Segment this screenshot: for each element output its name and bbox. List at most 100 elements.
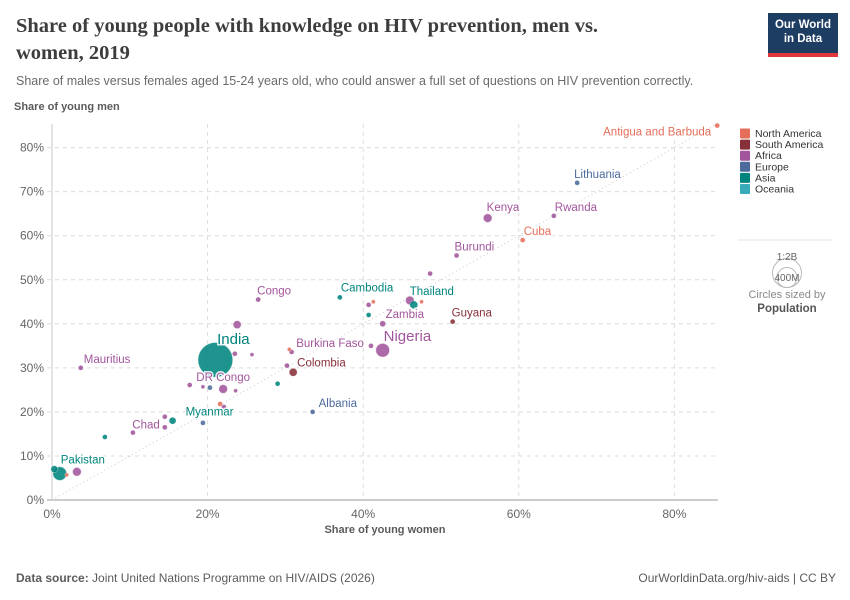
data-point-mauritius[interactable]: [78, 365, 84, 371]
data-point-africa[interactable]: [232, 320, 242, 330]
data-point-north-america[interactable]: [419, 299, 424, 305]
data-point-asia[interactable]: [274, 381, 281, 387]
data-point-africa[interactable]: [221, 404, 227, 410]
data-point-myanmar[interactable]: [168, 417, 177, 425]
country-label-zambia[interactable]: Zambia: [384, 307, 426, 322]
data-point-cambodia[interactable]: [337, 294, 343, 301]
x-tick-label: 40%: [351, 507, 375, 521]
legend-item-south-america[interactable]: South America: [755, 139, 823, 151]
chart-header: Share of young people with knowledge on …: [0, 0, 850, 88]
data-source-text: Joint United Nations Programme on HIV/AI…: [92, 571, 375, 585]
data-point-lithuania[interactable]: [574, 180, 580, 186]
data-point-congo[interactable]: [255, 296, 261, 303]
y-tick-label: 0%: [27, 493, 45, 507]
data-point-africa[interactable]: [233, 388, 238, 394]
citation-link[interactable]: OurWorldinData.org/hiv-aids | CC BY: [638, 571, 836, 585]
data-source-label: Data source:: [16, 571, 89, 585]
legend-swatch-europe: [740, 161, 750, 172]
legend-swatch-south-america: [740, 139, 750, 150]
data-point-europe[interactable]: [200, 420, 206, 426]
data-point-africa[interactable]: [427, 270, 433, 277]
chart-subtitle: Share of males versus females aged 15-24…: [16, 74, 694, 89]
country-label-chad[interactable]: Chad: [131, 418, 162, 433]
country-label-guyana[interactable]: Guyana: [450, 306, 494, 321]
data-point-africa[interactable]: [162, 414, 168, 420]
legend-swatch-asia: [740, 172, 750, 183]
legend-item-africa[interactable]: Africa: [755, 150, 782, 162]
x-axis-title: Share of young women: [324, 524, 445, 536]
country-label-rwanda[interactable]: Rwanda: [553, 200, 599, 215]
country-label-pakistan[interactable]: Pakistan: [59, 453, 106, 468]
data-point-north-america[interactable]: [64, 472, 70, 478]
legend-item-oceania[interactable]: Oceania: [755, 184, 794, 196]
country-label-colombia[interactable]: Colombia: [296, 356, 348, 371]
data-point-antigua-and-barbuda[interactable]: [714, 122, 720, 129]
size-legend-caption: Circles sized by: [748, 289, 826, 301]
data-point-asia[interactable]: [365, 312, 372, 318]
data-point-dr-congo[interactable]: [218, 384, 229, 395]
y-tick-label: 80%: [20, 141, 44, 155]
owid-logo[interactable]: Our World in Data: [767, 13, 838, 57]
country-label-cuba[interactable]: Cuba: [522, 225, 553, 240]
data-point-india[interactable]: [197, 342, 234, 379]
data-point-africa[interactable]: [284, 362, 290, 369]
y-tick-label: 30%: [20, 361, 44, 375]
legend-item-europe[interactable]: Europe: [755, 161, 789, 173]
legend-swatch-africa: [740, 150, 750, 161]
data-point-africa[interactable]: [200, 384, 206, 390]
y-tick-label: 60%: [20, 229, 44, 243]
country-label-nigeria[interactable]: Nigeria: [382, 327, 433, 347]
size-legend-inner-label: 400M: [774, 273, 799, 284]
country-label-antigua-and-barbuda[interactable]: Antigua and Barbuda: [602, 125, 714, 140]
data-point-africa[interactable]: [130, 429, 136, 436]
chart-footer: Data source: Joint United Nations Progra…: [16, 571, 836, 585]
owid-logo-line1: Our World: [774, 19, 831, 31]
data-point-north-america[interactable]: [287, 347, 292, 352]
data-point-chad[interactable]: [162, 424, 168, 431]
country-label-burkina-faso[interactable]: Burkina Faso: [295, 336, 366, 351]
y-tick-label: 10%: [20, 449, 44, 463]
data-point-rwanda[interactable]: [551, 213, 557, 219]
country-label-kenya[interactable]: Kenya: [485, 201, 521, 216]
data-point-africa[interactable]: [232, 351, 238, 357]
country-label-lithuania[interactable]: Lithuania: [573, 167, 623, 182]
data-point-guyana[interactable]: [449, 318, 456, 325]
data-point-burkina-faso[interactable]: [368, 343, 374, 349]
data-point-africa[interactable]: [186, 382, 193, 388]
data-point-north-america[interactable]: [371, 299, 376, 305]
x-tick-label: 0%: [43, 507, 61, 521]
country-label-albania[interactable]: Albania: [317, 396, 359, 411]
data-point-cuba[interactable]: [519, 237, 526, 243]
scatter-plot: 0% 10% 20% 30% 40% 50% 60% 70% 80% 0% 20% 40% 60% 80%…: [20, 122, 833, 536]
data-point-africa[interactable]: [71, 466, 82, 477]
owid-logo-line2: in Data: [783, 33, 823, 46]
data-point-asia[interactable]: [102, 434, 108, 440]
country-label-mauritius[interactable]: Mauritius: [82, 352, 132, 367]
country-label-congo[interactable]: Congo: [256, 284, 293, 299]
legend-item-asia[interactable]: Asia: [755, 172, 776, 184]
x-tick-label: 80%: [662, 507, 686, 521]
data-point-africa[interactable]: [249, 352, 255, 357]
y-tick-label: 40%: [20, 317, 44, 331]
data-point-kenya[interactable]: [482, 213, 493, 224]
data-point-burundi[interactable]: [453, 252, 460, 259]
data-point-asia[interactable]: [50, 465, 59, 474]
data-point-colombia[interactable]: [288, 368, 298, 377]
size-legend-inner-circle: [776, 267, 798, 289]
data-point-albania[interactable]: [309, 409, 316, 415]
data-point-europe[interactable]: [207, 385, 213, 391]
country-label-india[interactable]: India: [216, 330, 252, 350]
legend-item-north-america[interactable]: North America: [755, 128, 822, 140]
country-label-myanmar[interactable]: Myanmar: [184, 405, 235, 420]
data-point-thailand[interactable]: [409, 300, 419, 310]
data-point-north-america[interactable]: [217, 401, 223, 407]
country-label-dr-congo[interactable]: DR Congo: [195, 371, 252, 386]
country-label-burundi[interactable]: Burundi: [453, 240, 496, 255]
country-label-thailand[interactable]: Thailand: [408, 284, 455, 299]
legend-swatch-oceania: [740, 184, 750, 195]
data-point-zambia[interactable]: [379, 320, 386, 328]
country-label-cambodia[interactable]: Cambodia: [339, 281, 395, 296]
data-point-nigeria[interactable]: [375, 342, 391, 358]
size-legend-outer-label: 1:2B: [777, 252, 798, 263]
data-point-africa[interactable]: [365, 302, 372, 308]
